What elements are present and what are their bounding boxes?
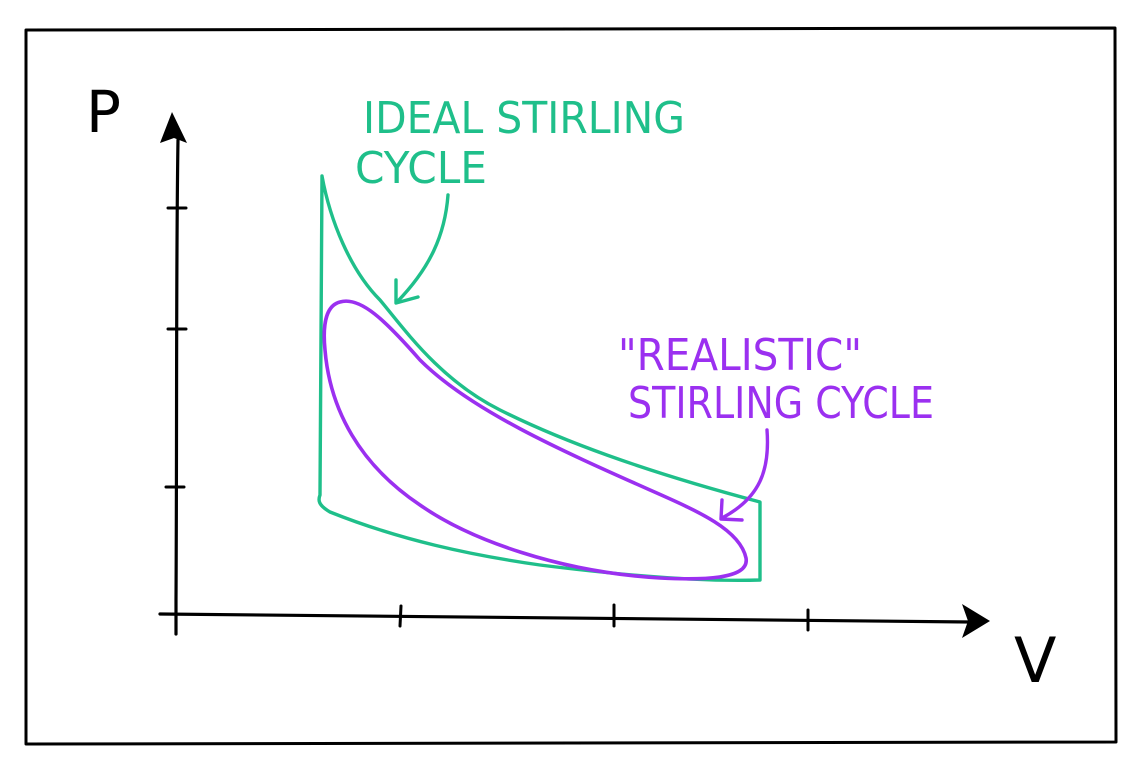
ideal-cycle-pointer-arrowhead-icon [394,278,420,305]
realistic-cycle-loop [322,299,748,581]
frame-border [24,26,1118,746]
volume-axis-label: V [1014,624,1056,697]
pressure-axis-arrow-icon [160,112,187,143]
volume-axis-arrow-icon [962,604,990,638]
ideal-cycle-label-line1: IDEAL STIRLING [363,93,685,144]
realistic-cycle-pointer-arrow [720,428,770,520]
realistic-cycle-label-line1: "REALISTIC" [618,330,862,381]
realistic-cycle-label-line2: STIRLING CYCLE [628,378,934,429]
volume-axis [158,603,990,638]
pressure-axis-line [174,138,180,636]
ideal-stirling-cycle: IDEAL STIRLING CYCLE [317,93,762,583]
realistic-cycle-pointer-arrowhead-icon [719,498,744,522]
pressure-axis [160,112,188,636]
ideal-cycle-label-line2: CYCLE [355,143,487,194]
realistic-stirling-cycle: "REALISTIC" STIRLING CYCLE [322,299,934,581]
volume-axis-tick [398,604,403,628]
ideal-cycle-pointer-arrow [395,193,450,304]
pressure-axis-label: P [86,78,121,146]
volume-axis-line [158,612,972,624]
